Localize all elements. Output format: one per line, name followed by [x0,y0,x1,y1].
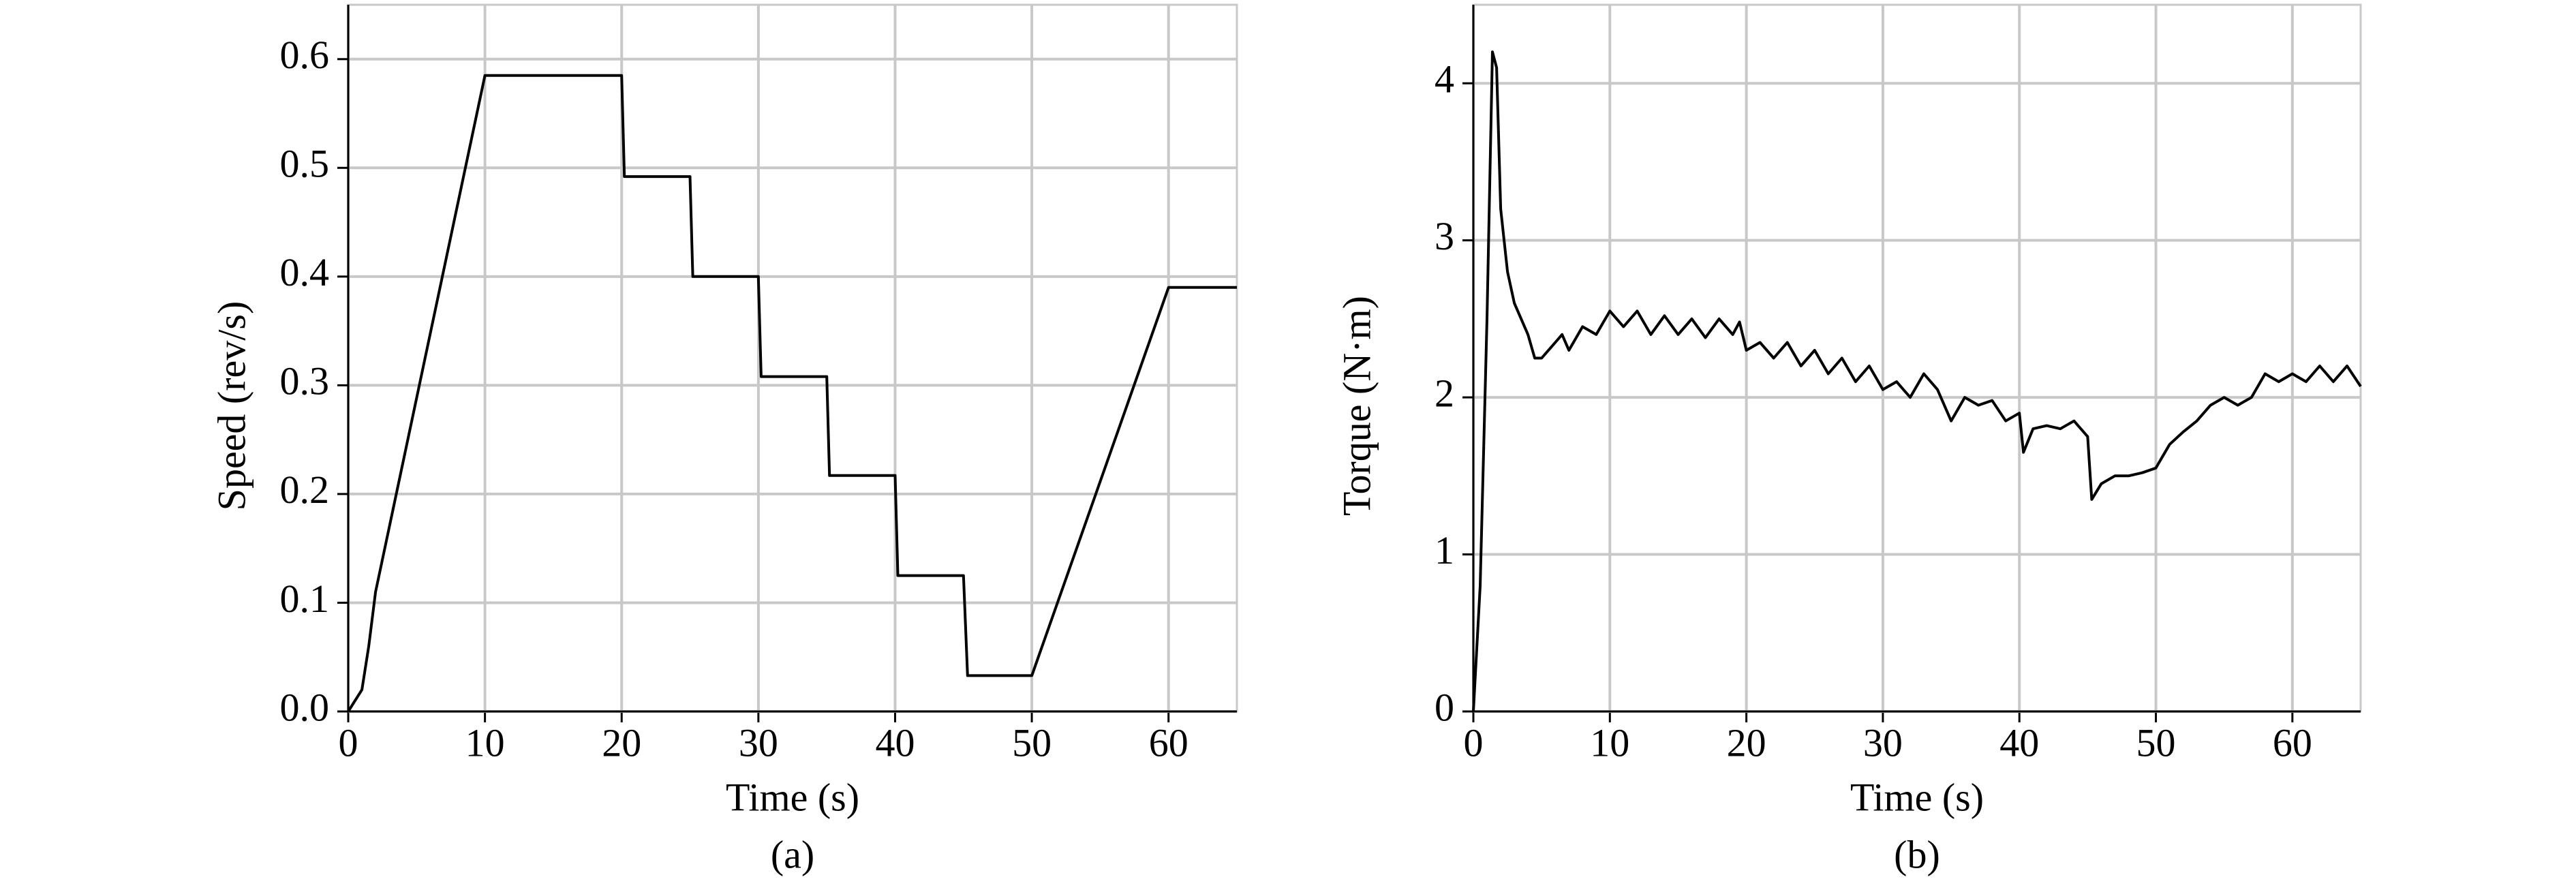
x-tick-label: 20 [1727,720,1766,765]
y-axis-title: Speed (rev/s) [209,301,254,511]
y-axis-title: Torque (N·m) [1334,296,1379,516]
y-tick-label: 0.0 [280,685,330,729]
x-tick-label: 60 [2273,720,2312,765]
x-tick-label: 0 [1464,720,1484,765]
x-tick-label: 20 [602,720,641,765]
x-tick-label: 40 [1999,720,2039,765]
y-tick-label: 0 [1435,685,1454,729]
plot-frame [347,3,1238,713]
x-tick-label: 60 [1149,720,1189,765]
x-tick-label: 10 [1590,720,1629,765]
x-axis-title: Time (s) [1850,775,1984,819]
caption: (b) [1894,832,1940,876]
y-tick-label: 0.3 [280,359,330,403]
y-tick-label: 0.5 [280,142,330,186]
y-tick-label: 1 [1435,528,1454,572]
x-tick-label: 40 [875,720,915,765]
x-tick-label: 50 [2136,720,2176,765]
y-tick-label: 0.1 [280,577,330,621]
y-tick-label: 0.2 [280,467,330,512]
y-tick-label: 4 [1435,57,1454,102]
y-tick-label: 0.4 [280,250,330,294]
x-tick-label: 30 [1863,720,1903,765]
data-line [347,74,1237,713]
x-tick-label: 10 [465,720,505,765]
x-tick-label: 0 [339,720,358,765]
y-tick-label: 2 [1435,371,1454,415]
x-tick-label: 30 [739,720,778,765]
data-line [1472,50,2362,712]
x-axis-title: Time (s) [726,775,859,819]
plot-frame [1472,3,2362,713]
caption: (a) [771,832,814,876]
x-tick-label: 50 [1012,720,1052,765]
y-tick-label: 3 [1435,214,1454,258]
y-tick-label: 0.6 [280,33,330,77]
